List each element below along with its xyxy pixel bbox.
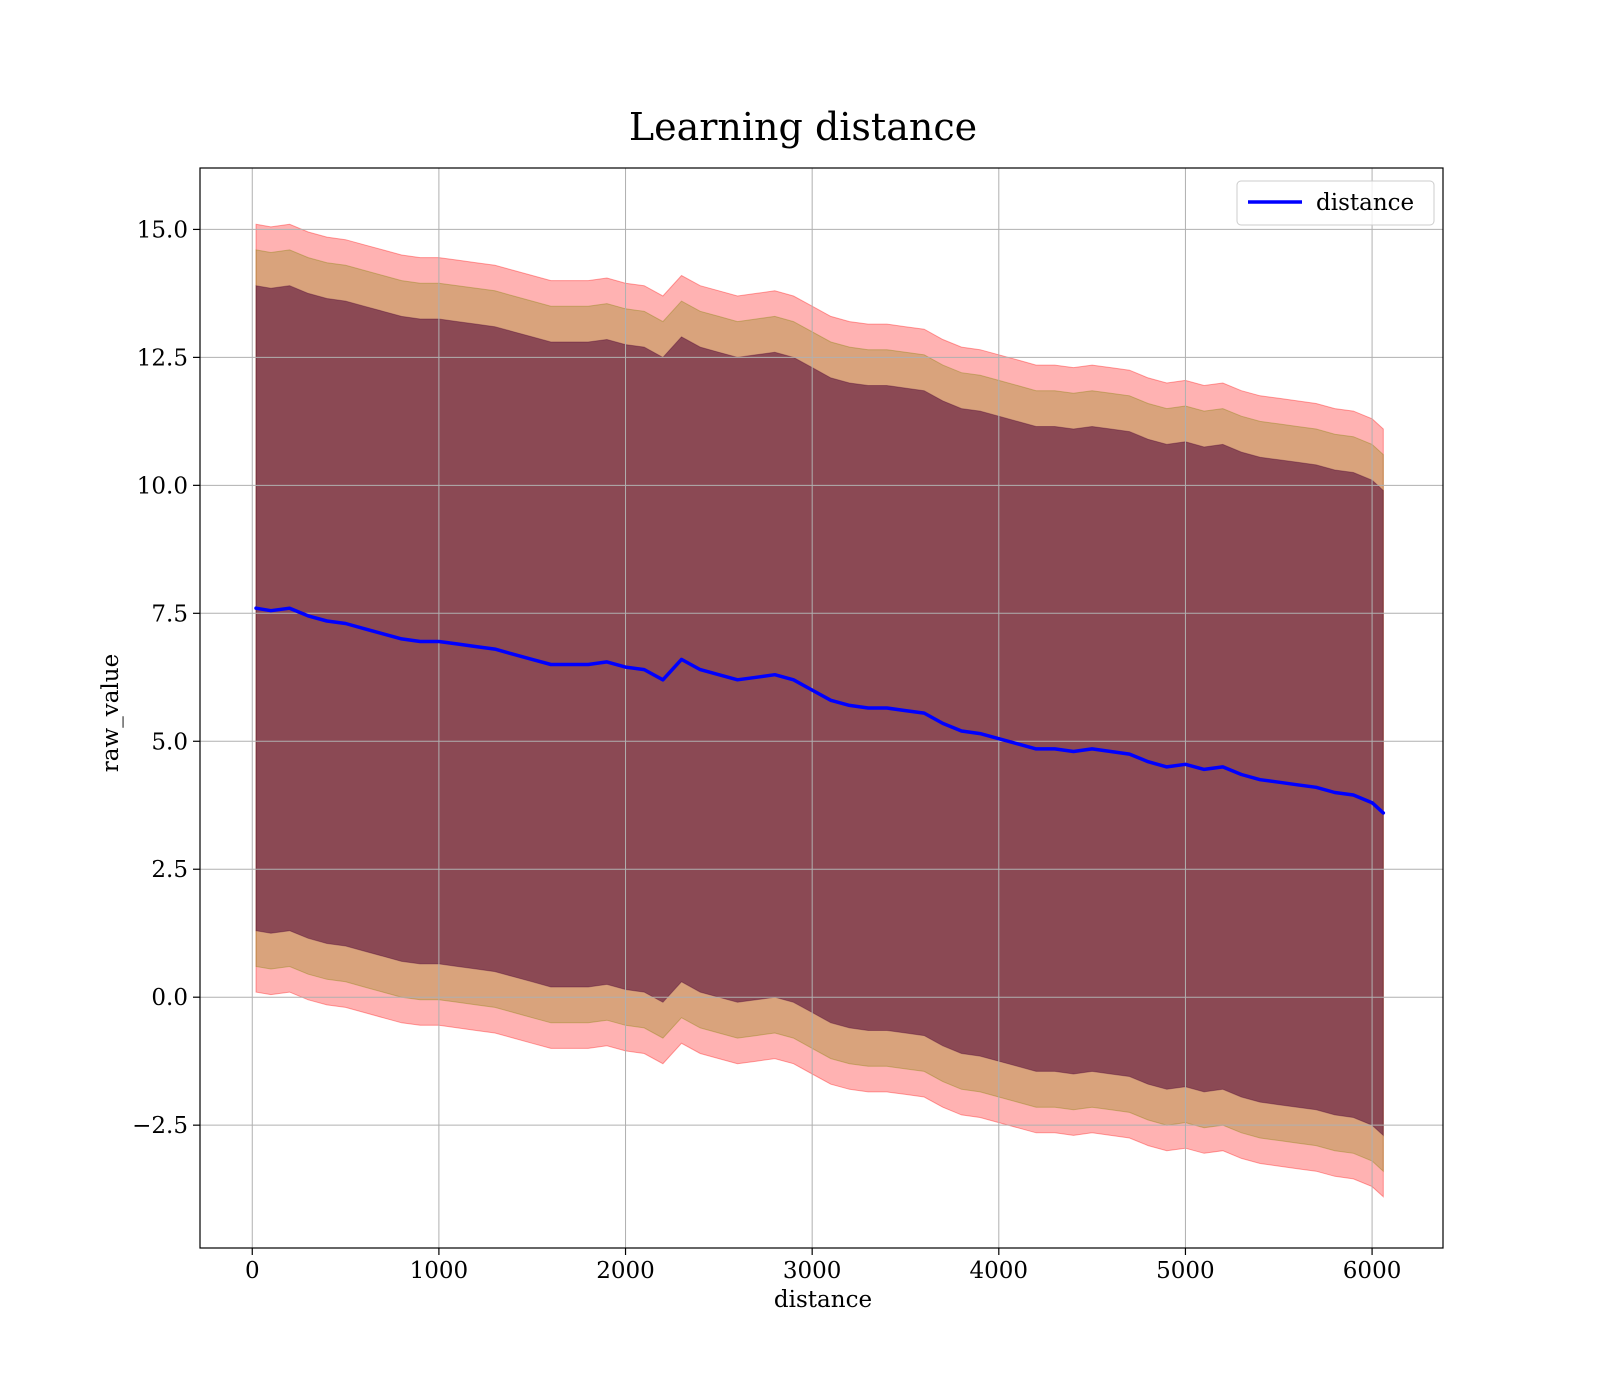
confidence-band-3 (255, 285, 1384, 1137)
x-tick-label-2: 2000 (596, 1258, 655, 1284)
series-line-distance (254, 606, 1386, 815)
x-axis-ticks: 0 1000 2000 3000 4000 5000 6000 (245, 1248, 1401, 1284)
legend-box (1236, 180, 1435, 226)
x-axis-label: distance (774, 1287, 872, 1313)
chart-title: Learning distance (629, 105, 977, 149)
legend-label-distance: distance (1316, 190, 1414, 216)
x-tick-label-4: 4000 (970, 1258, 1029, 1284)
grid-lines (200, 168, 1443, 1248)
y-tick-label-4: 7.5 (151, 601, 188, 627)
y-tick-label-5: 10.0 (137, 473, 188, 499)
y-axis-ticks: −2.5 0.0 2.5 5.0 7.5 10.0 12.5 15.0 (132, 217, 200, 1139)
legend: distance (1236, 180, 1435, 226)
y-tick-label-1: 0.0 (151, 985, 188, 1011)
y-tick-label-6: 12.5 (137, 345, 188, 371)
x-tick-label-5: 5000 (1156, 1258, 1215, 1284)
x-tick-label-1: 1000 (410, 1258, 469, 1284)
confidence-bands (255, 223, 1384, 1198)
y-tick-label-0: −2.5 (132, 1113, 188, 1139)
plot-area (200, 168, 1443, 1248)
y-axis-label: raw_value (98, 654, 124, 772)
x-tick-label-6: 6000 (1343, 1258, 1402, 1284)
plot-frame (199, 167, 1444, 1249)
y-tick-label-7: 15.0 (137, 217, 188, 243)
y-tick-label-2: 2.5 (151, 857, 188, 883)
x-tick-label-3: 3000 (783, 1258, 842, 1284)
y-tick-label-3: 5.0 (151, 729, 188, 755)
x-tick-label-0: 0 (245, 1258, 260, 1284)
series-lines (254, 606, 1386, 815)
